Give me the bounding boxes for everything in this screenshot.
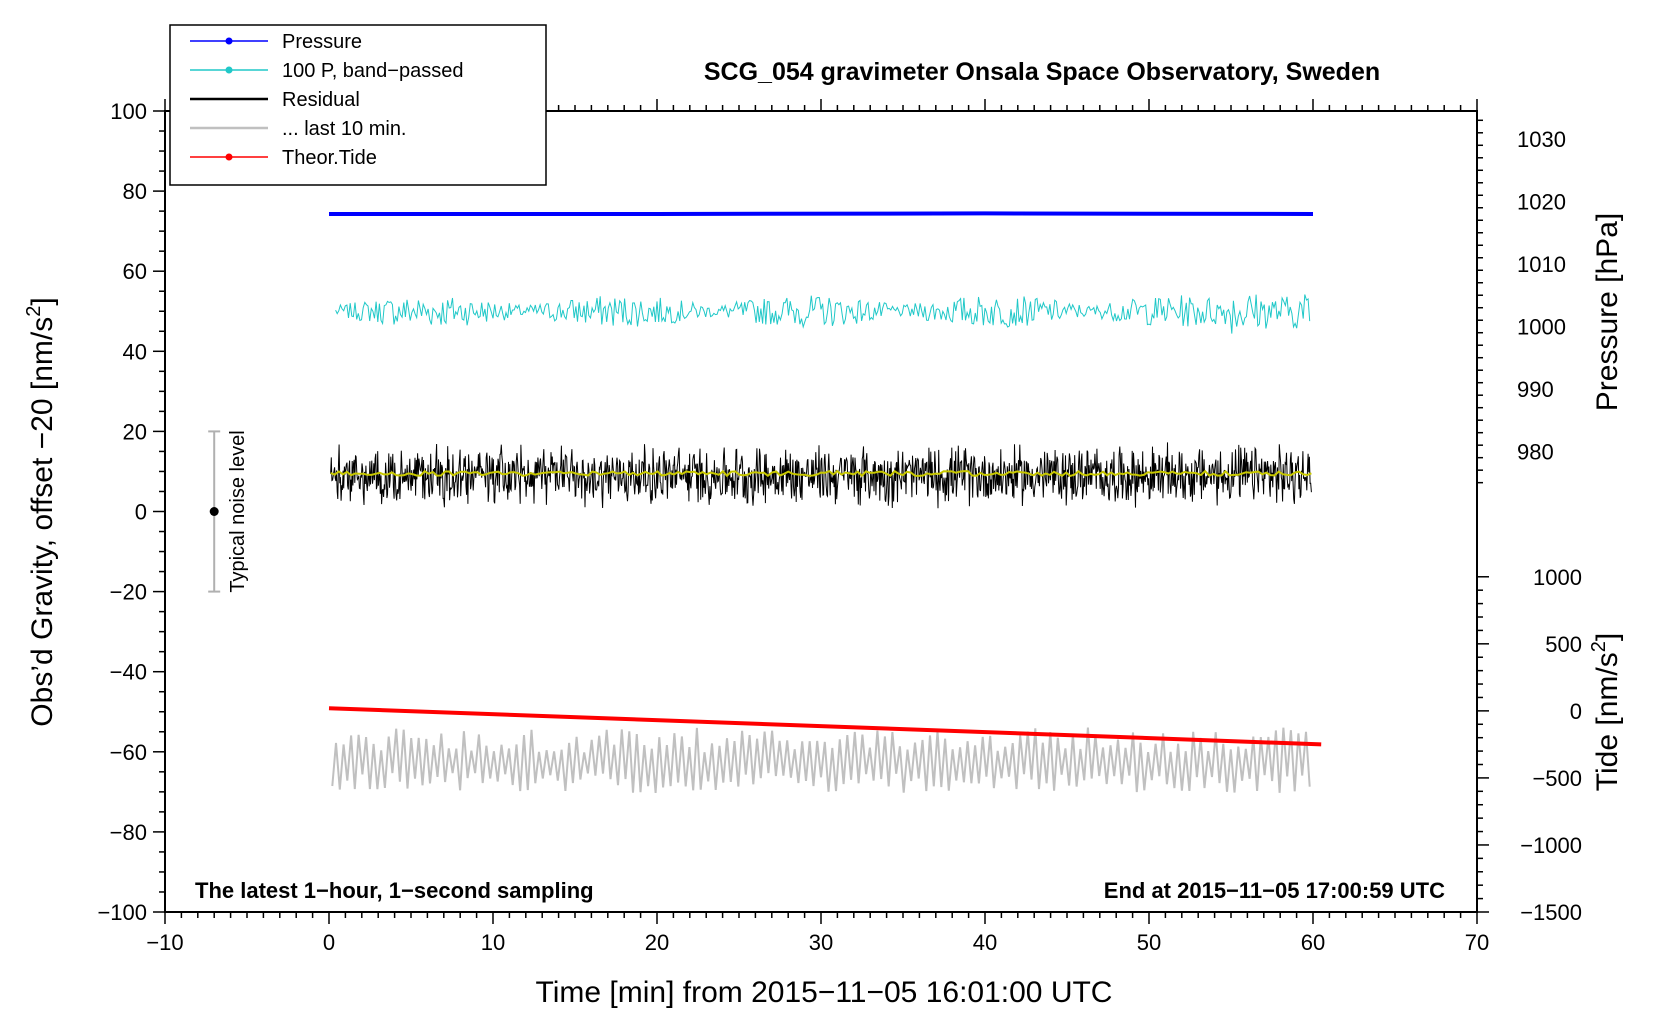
chart-title: SCG_054 gravimeter Onsala Space Observat… bbox=[704, 58, 1380, 86]
y-axis-label-tide: Tide [nm/s2] bbox=[1588, 633, 1624, 791]
x-tick-label: 20 bbox=[645, 930, 669, 955]
y-tick-label: 60 bbox=[123, 259, 147, 284]
y-tick-label: −100 bbox=[97, 900, 147, 925]
plot-area bbox=[328, 211, 1322, 793]
legend-marker bbox=[225, 153, 233, 161]
legend-marker bbox=[225, 37, 233, 45]
tide-tick-label: 0 bbox=[1570, 699, 1582, 724]
y-tick-label: 80 bbox=[123, 179, 147, 204]
note-end-time: End at 2015−11−05 17:00:59 UTC bbox=[1104, 878, 1445, 903]
series-pressure-bandpassed bbox=[335, 294, 1311, 334]
y-tick-label: −40 bbox=[110, 660, 147, 685]
series-running-mean bbox=[330, 469, 1312, 478]
y-tick-label: 20 bbox=[123, 419, 147, 444]
y-tick-label: −80 bbox=[110, 820, 147, 845]
y-axis-label-pressure: Pressure [hPa] bbox=[1591, 213, 1624, 411]
tide-tick-label: −1000 bbox=[1520, 833, 1582, 858]
x-tick-label: 0 bbox=[323, 930, 335, 955]
x-tick-label: 50 bbox=[1137, 930, 1161, 955]
y-tick-label: 100 bbox=[110, 99, 147, 124]
x-tick-label: 40 bbox=[973, 930, 997, 955]
x-tick-label: 70 bbox=[1465, 930, 1489, 955]
noise-level-indicator: Typical noise level bbox=[208, 430, 249, 593]
tide-tick-label: 500 bbox=[1545, 632, 1582, 657]
legend-label: Residual bbox=[282, 89, 360, 111]
tide-tick-label: −1500 bbox=[1520, 900, 1582, 925]
series-pressure bbox=[329, 211, 1314, 216]
note-sampling: The latest 1−hour, 1−second sampling bbox=[195, 878, 594, 903]
y-axis-label-left: Obs’d Gravity, offset −20 [nm/s2] bbox=[23, 297, 59, 726]
axis-ticks: −10 0 10 20 30 40 50 60 70−100−80−60−40−20020406… bbox=[97, 99, 1582, 955]
y-tick-label: 0 bbox=[135, 500, 147, 525]
legend-label: 100 P, band−passed bbox=[282, 60, 463, 82]
x-tick-label: 60 bbox=[1301, 930, 1325, 955]
noise-bar-center bbox=[209, 507, 219, 516]
legend-box bbox=[169, 24, 547, 186]
x-tick-label: 30 bbox=[809, 930, 833, 955]
pressure-tick-label: 1020 bbox=[1517, 190, 1566, 215]
legend: Pressure 100 P, band−passed Residual ... la… bbox=[169, 24, 547, 186]
series-last-10-min bbox=[331, 727, 1311, 793]
series-theor-tide bbox=[328, 706, 1322, 747]
pressure-tick-label: 990 bbox=[1517, 377, 1554, 402]
x-tick-label: 10 bbox=[481, 930, 505, 955]
legend-label: Theor.Tide bbox=[282, 147, 377, 169]
tide-tick-label: −500 bbox=[1532, 766, 1582, 791]
y-tick-label: 40 bbox=[123, 339, 147, 364]
legend-label: ... last 10 min. bbox=[282, 118, 407, 140]
legend-label: Pressure bbox=[282, 31, 362, 53]
y-tick-label: −60 bbox=[110, 740, 147, 765]
pressure-tick-label: 1000 bbox=[1517, 314, 1566, 339]
series-residual bbox=[330, 442, 1312, 509]
legend-marker bbox=[225, 66, 233, 74]
pressure-tick-label: 1030 bbox=[1517, 127, 1566, 152]
y-tick-label: −20 bbox=[110, 580, 147, 605]
tide-tick-label: 1000 bbox=[1533, 565, 1582, 590]
x-tick-label: −10 bbox=[146, 930, 183, 955]
pressure-tick-label: 1010 bbox=[1517, 252, 1566, 277]
pressure-tick-label: 980 bbox=[1517, 439, 1554, 464]
noise-bar-label: Typical noise level bbox=[227, 430, 249, 592]
x-axis-label: Time [min] from 2015−11−05 16:01:00 UTC bbox=[536, 976, 1113, 1009]
